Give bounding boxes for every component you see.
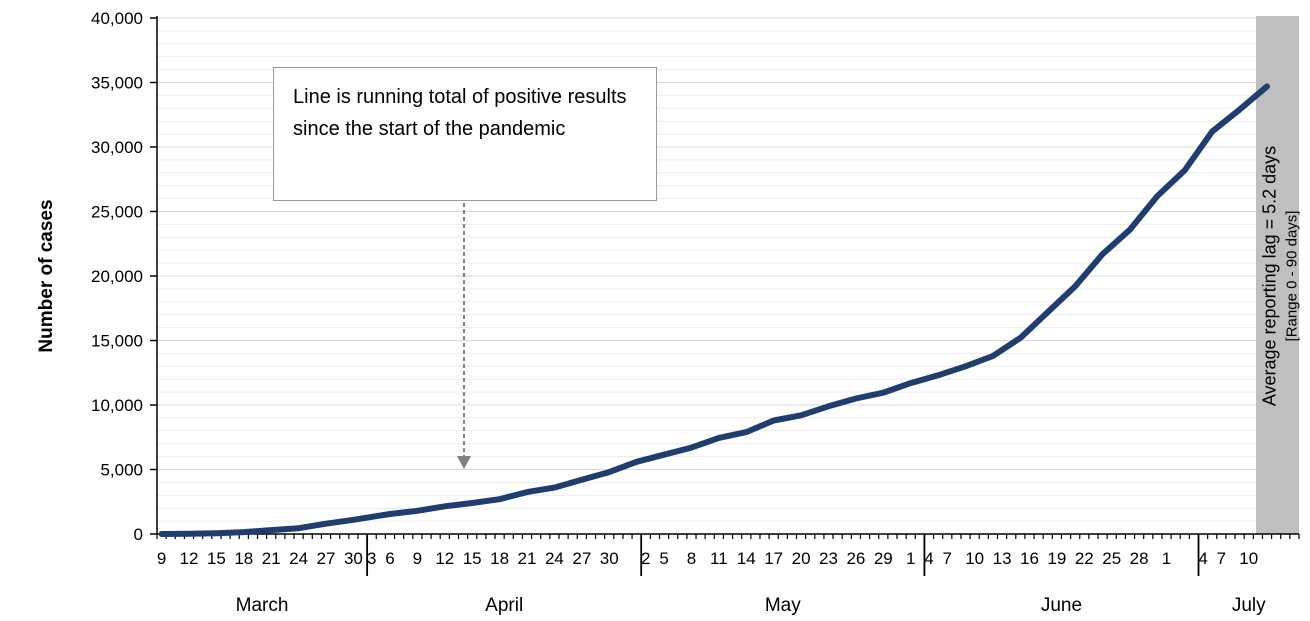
x-tick-label: 6 [385,549,394,568]
x-tick-label: 4 [924,549,933,568]
x-tick-label: 22 [1075,549,1094,568]
x-tick-label: 29 [874,549,893,568]
lag-range-label: [Range 0 - 90 days] [1284,211,1301,342]
x-tick-label: 28 [1130,549,1149,568]
x-tick-label: 27 [572,549,591,568]
x-tick-label: 9 [157,549,166,568]
x-tick-label: 17 [764,549,783,568]
x-tick-label: 2 [641,549,650,568]
x-tick-label: 1 [1162,549,1171,568]
annotation-box: Line is running total of positive result… [273,67,657,201]
y-tick-label: 10,000 [91,396,143,415]
x-tick-label: 10 [1239,549,1258,568]
x-tick-label: 19 [1047,549,1066,568]
y-tick-label: 20,000 [91,267,143,286]
month-label: March [236,595,289,616]
x-tick-label: 26 [846,549,865,568]
x-tick-label: 30 [344,549,363,568]
lag-label: Average reporting lag = 5.2 days [1260,146,1280,406]
x-tick-label: 12 [180,549,199,568]
x-tick-label: 30 [600,549,619,568]
x-tick-label: 14 [737,549,756,568]
x-tick-label: 18 [234,549,253,568]
x-tick-label: 11 [710,549,728,568]
x-tick-label: 24 [289,549,308,568]
month-label: April [485,595,523,616]
x-tick-label: 20 [792,549,811,568]
y-tick-label: 25,000 [91,203,143,222]
x-tick-label: 25 [1102,549,1121,568]
x-tick-label: 21 [262,549,281,568]
y-axis: 0 5,000 10,000 15,000 20,000 25,000 30,000 35,0… [91,9,158,544]
y-tick-label: 5,000 [100,461,143,480]
x-tick-label: 18 [490,549,509,568]
arrow-head [457,456,471,469]
series-line-cumulative-cases [158,83,1270,537]
x-tick-label: 1 [906,549,915,568]
x-axis: 9 12 15 18 21 24 27 30 3 6 9 12 15 18 21 24 27 30 2 5 8 11 14 1… [156,533,1300,616]
x-tick-label: 24 [545,549,564,568]
y-axis-label: Number of cases [36,199,57,352]
month-label: July [1232,595,1266,616]
x-tick-label: 8 [687,549,696,568]
y-tick-label: 30,000 [91,138,143,157]
x-tick-label: 13 [993,549,1012,568]
x-tick-label: 4 [1198,549,1207,568]
x-tick-label: 27 [317,549,336,568]
y-tick-label: 15,000 [91,332,143,351]
x-tick-label: 7 [943,549,952,568]
month-label: May [765,595,801,616]
x-tick-label: 21 [518,549,537,568]
x-tick-label: 16 [1020,549,1039,568]
x-tick-label: 10 [965,549,984,568]
series-lines [158,83,1270,537]
x-tick-label: 15 [207,549,226,568]
x-tick-label: 5 [659,549,668,568]
x-tick-label: 15 [463,549,482,568]
y-tick-label: 40,000 [91,9,143,28]
y-tick-label: 0 [134,525,143,544]
annotation-text: Line is running total of positive result… [293,86,627,140]
month-label: June [1041,595,1082,616]
x-tick-label: 7 [1217,549,1226,568]
y-tick-label: 35,000 [91,74,143,93]
gridlines [157,17,1299,522]
annotation-arrow [457,203,471,469]
x-tick-label: 3 [367,549,376,568]
x-tick-label: 9 [413,549,422,568]
reporting-lag-band [1256,16,1299,534]
x-tick-label: 12 [435,549,454,568]
x-tick-label: 23 [819,549,838,568]
